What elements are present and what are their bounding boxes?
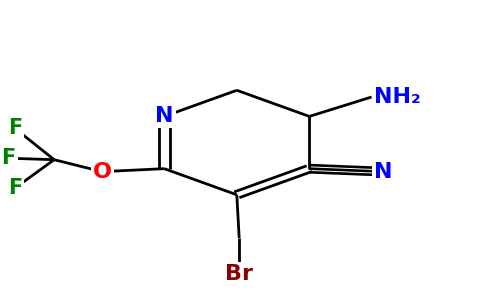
Text: F: F [1, 148, 16, 168]
Text: N: N [374, 162, 393, 182]
Text: F: F [8, 118, 22, 138]
Text: Br: Br [225, 264, 253, 284]
Text: N: N [155, 106, 173, 126]
Text: O: O [92, 162, 111, 182]
Text: NH₂: NH₂ [374, 87, 421, 107]
Text: F: F [8, 178, 22, 198]
